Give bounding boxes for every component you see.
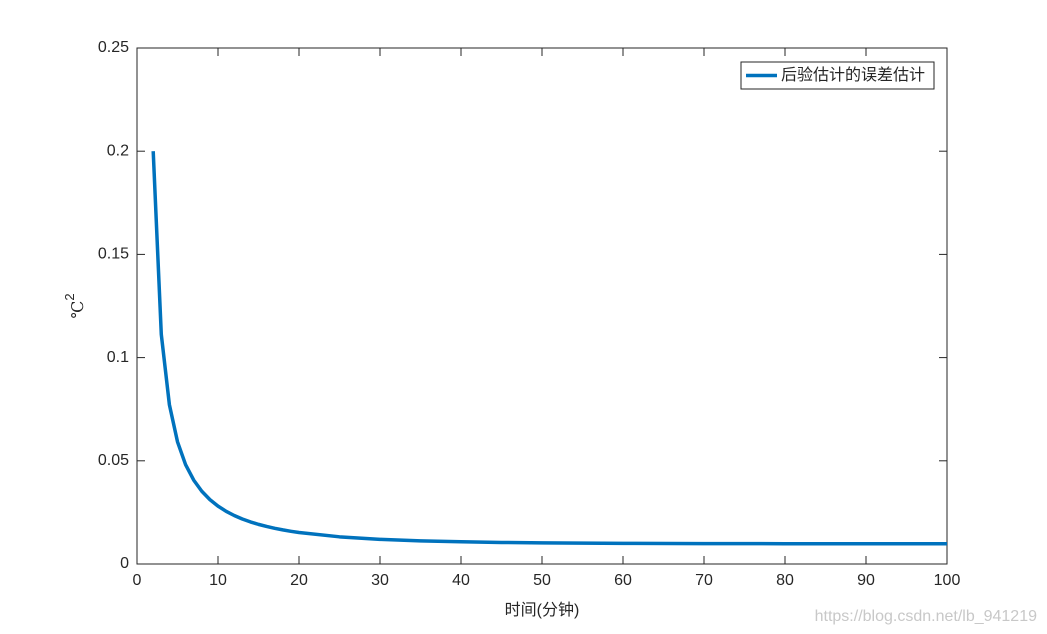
- y-tick-label: 0.05: [98, 452, 129, 469]
- x-tick-label: 100: [934, 572, 961, 589]
- x-tick-label: 80: [776, 572, 794, 589]
- watermark: https://blog.csdn.net/lb_941219: [815, 608, 1037, 625]
- y-tick-label: 0: [120, 555, 129, 572]
- y-axis-label: ℃2: [62, 293, 86, 318]
- x-tick-label: 60: [614, 572, 632, 589]
- x-tick-label: 0: [133, 572, 142, 589]
- x-axis-label: 时间(分钟): [505, 601, 580, 619]
- plot-area: [136, 47, 948, 565]
- x-tick-label: 10: [209, 572, 227, 589]
- y-tick-label: 0.1: [107, 349, 129, 366]
- legend-label: 后验估计的误差估计: [781, 65, 925, 84]
- legend: 后验估计的误差估计: [740, 61, 935, 90]
- x-tick-label: 50: [533, 572, 551, 589]
- x-tick-label: 90: [857, 572, 875, 589]
- y-axis-label-sup: 2: [62, 293, 77, 300]
- x-tick-label: 30: [371, 572, 389, 589]
- x-tick-label: 70: [695, 572, 713, 589]
- y-tick-label: 0.25: [98, 39, 129, 56]
- y-tick-label: 0.2: [107, 142, 129, 159]
- x-tick-label: 20: [290, 572, 308, 589]
- y-axis-label-base: ℃: [68, 301, 87, 319]
- data-line: [151, 151, 948, 546]
- x-tick-label: 40: [452, 572, 470, 589]
- y-tick-label: 0.15: [98, 246, 129, 263]
